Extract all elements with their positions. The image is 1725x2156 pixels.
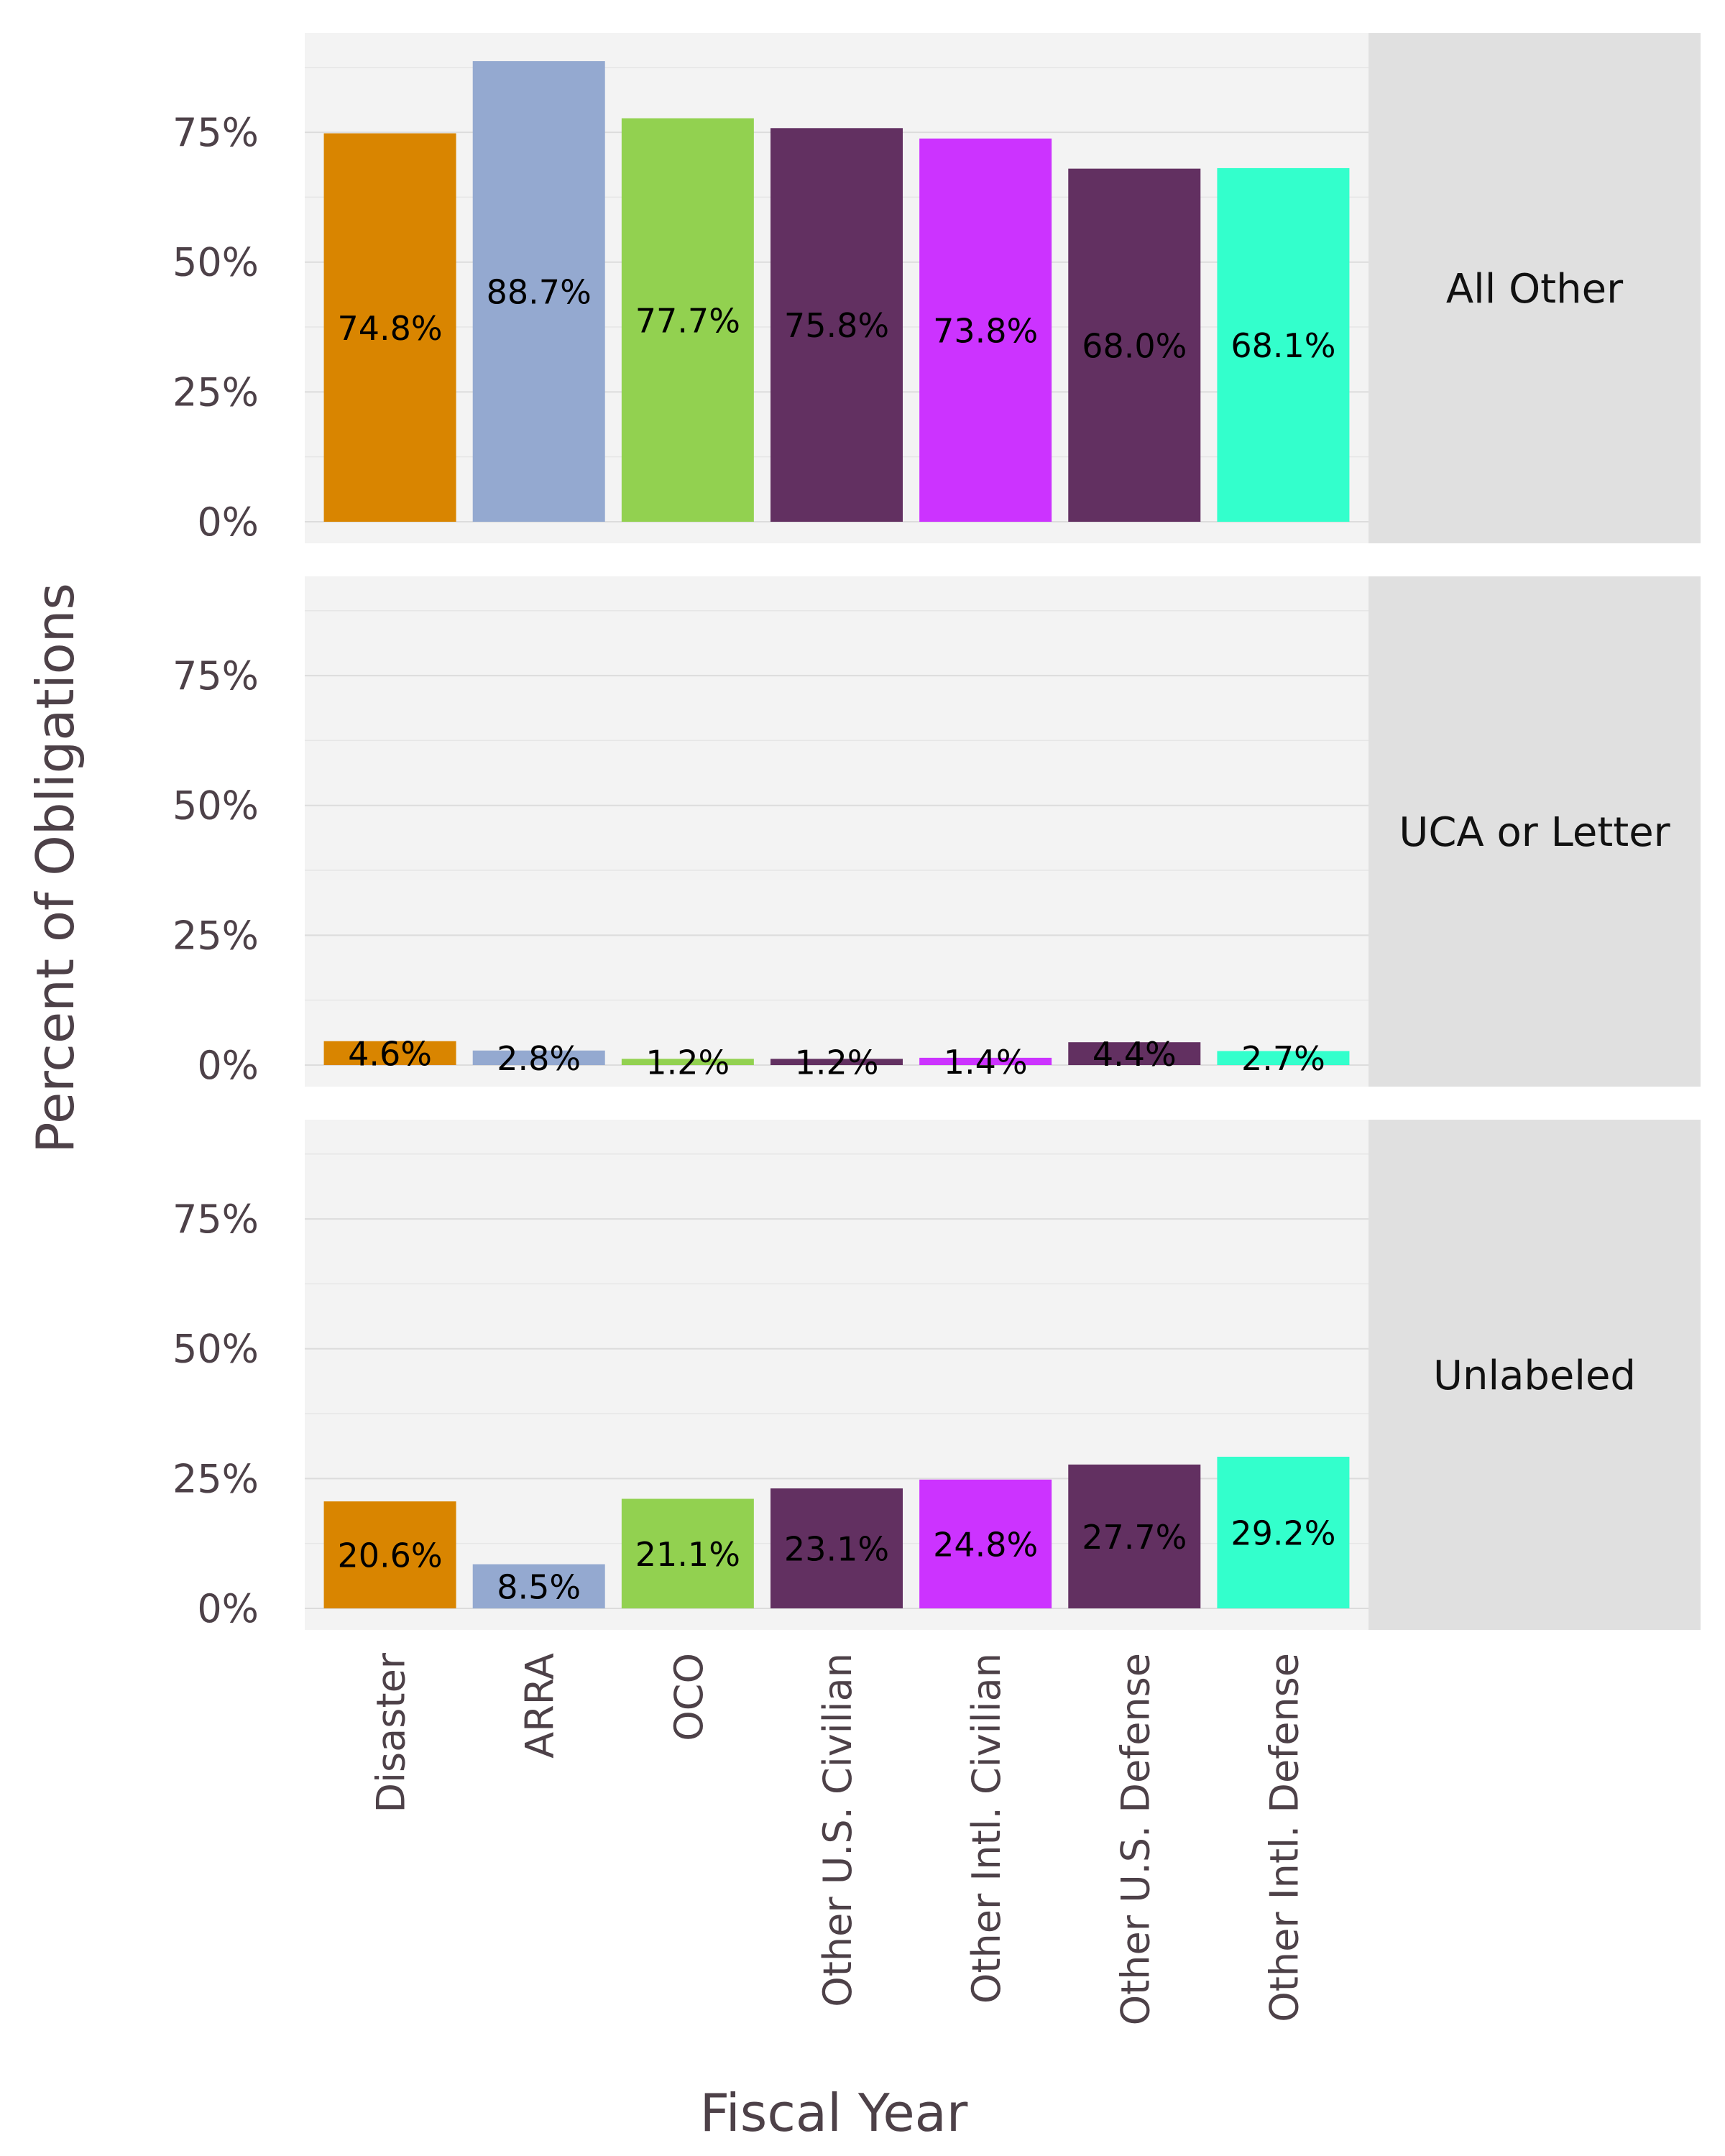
bar-value-label: 4.4% — [1092, 1035, 1177, 1074]
bar-value-label: 1.2% — [645, 1044, 730, 1082]
x-tick-label: Other Intl. Civilian — [964, 1653, 1009, 2004]
facet-strip — [1368, 576, 1701, 1087]
bar — [621, 1059, 754, 1065]
bar-value-label: 68.1% — [1230, 326, 1335, 365]
x-tick-label: Other U.S. Defense — [1113, 1653, 1158, 2025]
x-tick-label: Disaster — [369, 1652, 414, 1812]
bar — [1217, 1051, 1350, 1065]
bar — [919, 138, 1052, 522]
facet-strip-label: Unlabeled — [1433, 1353, 1636, 1399]
bar-value-label: 21.1% — [635, 1535, 740, 1574]
facet-strip — [1368, 33, 1701, 543]
bar-value-label: 24.8% — [933, 1525, 1038, 1564]
bar-value-label: 23.1% — [784, 1530, 889, 1569]
bar — [770, 128, 903, 522]
bar — [621, 1498, 754, 1608]
bar-value-label: 4.6% — [348, 1034, 432, 1073]
y-tick-label: 50% — [172, 1327, 259, 1372]
bar — [1068, 1464, 1201, 1608]
bar — [323, 1501, 456, 1608]
facet-strip-label: UCA or Letter — [1399, 809, 1670, 856]
x-tick-label: Other Intl. Defense — [1261, 1653, 1307, 2022]
bar — [472, 1564, 605, 1608]
bar — [621, 118, 754, 522]
y-tick-label: 50% — [172, 240, 259, 285]
y-tick-label: 25% — [172, 913, 259, 958]
bar-value-label: 2.7% — [1241, 1039, 1325, 1078]
x-axis: Disaster ARRA OCO Other U.S. Civilian Other … — [369, 1652, 1307, 2025]
bar-value-label: 74.8% — [338, 309, 443, 348]
bar — [919, 1057, 1052, 1065]
x-axis-title: Fiscal Year — [700, 2083, 968, 2143]
bar — [1217, 1457, 1350, 1608]
y-tick-label: 0% — [197, 1043, 259, 1088]
bar-value-label: 1.4% — [944, 1043, 1028, 1082]
x-tick-label: Other U.S. Civilian — [815, 1653, 860, 2007]
y-tick-label: 75% — [172, 1197, 259, 1242]
y-tick-label: 50% — [172, 783, 259, 829]
y-tick-label: 25% — [172, 369, 259, 415]
facet-strip — [1368, 1120, 1701, 1630]
bar-value-label: 75.8% — [784, 306, 889, 345]
y-tick-label: 25% — [172, 1456, 259, 1501]
bar — [323, 133, 456, 522]
bar-value-label: 29.2% — [1230, 1514, 1335, 1553]
bar — [323, 1041, 456, 1065]
bar-value-label: 8.5% — [497, 1567, 581, 1606]
bar-value-label: 88.7% — [487, 273, 592, 312]
y-tick-label: 75% — [172, 110, 259, 155]
bar — [472, 61, 605, 522]
y-tick-label: 0% — [197, 499, 259, 545]
bar — [770, 1059, 903, 1065]
y-tick-label: 75% — [172, 653, 259, 699]
bar — [919, 1479, 1052, 1608]
bar-value-label: 73.8% — [933, 311, 1038, 350]
facet-panel: 0% 25% 50% 75% 20.6% 8.5% 21.1% 23.1% 24.8% 27.7%… — [172, 1120, 1701, 1631]
facet-panel: 0% 25% 50% 75% 74.8% 88.7% 77.7% 75.8% 73.8% 68.0… — [172, 33, 1701, 545]
facets-layer: 0% 25% 50% 75% 74.8% 88.7% 77.7% 75.8% 73.8% 68.0… — [172, 33, 1701, 1631]
bar-value-label: 68.0% — [1082, 326, 1187, 365]
bar-value-label: 1.2% — [795, 1044, 879, 1082]
x-tick-label: ARRA — [518, 1653, 563, 1759]
bar — [1068, 168, 1201, 522]
bar — [1217, 167, 1350, 522]
bar-value-label: 27.7% — [1082, 1518, 1187, 1557]
panel-background — [305, 576, 1368, 1087]
facet-panel: 0% 25% 50% 75% 4.6% 2.8% 1.2% 1.2% 1.4% 4.4% 2.7% U… — [172, 576, 1701, 1088]
bar — [1068, 1042, 1201, 1065]
bar-value-label: 2.8% — [497, 1039, 581, 1078]
x-tick-label: OCO — [666, 1653, 712, 1741]
bar — [472, 1050, 605, 1065]
bar-value-label: 20.6% — [338, 1537, 443, 1575]
bar-value-label: 77.7% — [635, 301, 740, 340]
bar — [770, 1488, 903, 1608]
y-tick-label: 0% — [197, 1586, 259, 1631]
facet-strip-label: All Other — [1446, 266, 1624, 313]
y-axis-title: Percent of Obligations — [25, 583, 86, 1153]
